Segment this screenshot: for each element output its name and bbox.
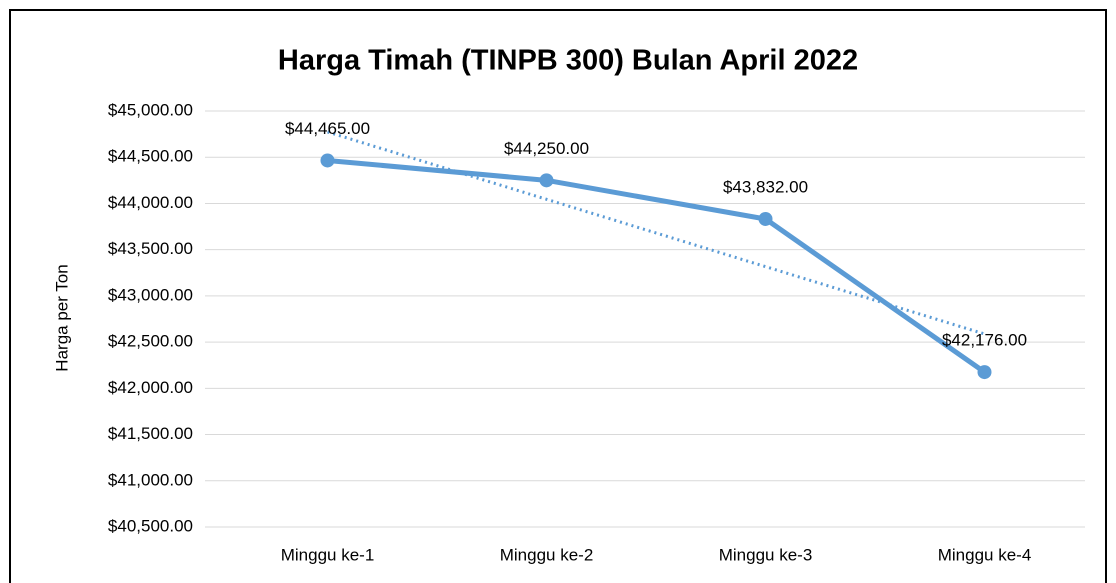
y-tick-label: $45,000.00 [108,100,193,119]
y-tick-label: $42,500.00 [108,332,193,351]
data-point [758,211,773,226]
chart-border [9,9,1107,583]
y-tick-label: $42,000.00 [108,378,193,397]
y-tick-label: $40,500.00 [108,516,193,535]
chart-title: Harga Timah (TINPB 300) Bulan April 2022 [278,45,858,77]
data-label: $42,176.00 [942,331,1027,350]
x-tick-label: Minggu ke-1 [281,545,375,564]
data-label: $43,832.00 [723,177,808,196]
x-tick-label: Minggu ke-2 [500,545,594,564]
y-tick-label: $44,500.00 [108,147,193,166]
trendline [327,130,985,336]
y-axis-label: Harga per Ton [52,264,71,371]
y-tick-label: $43,500.00 [108,239,193,258]
data-point [539,173,554,188]
x-tick-label: Minggu ke-4 [938,545,1032,564]
y-tick-label: $41,500.00 [108,424,193,443]
y-tick-label: $44,000.00 [108,193,193,212]
y-tick-label: $41,000.00 [108,470,193,489]
data-point [320,153,335,168]
y-tick-label: $43,000.00 [108,285,193,304]
data-point [977,365,992,380]
data-label: $44,465.00 [285,119,370,138]
x-tick-label: Minggu ke-3 [719,545,813,564]
data-line [327,157,986,375]
data-label: $44,250.00 [504,139,589,158]
